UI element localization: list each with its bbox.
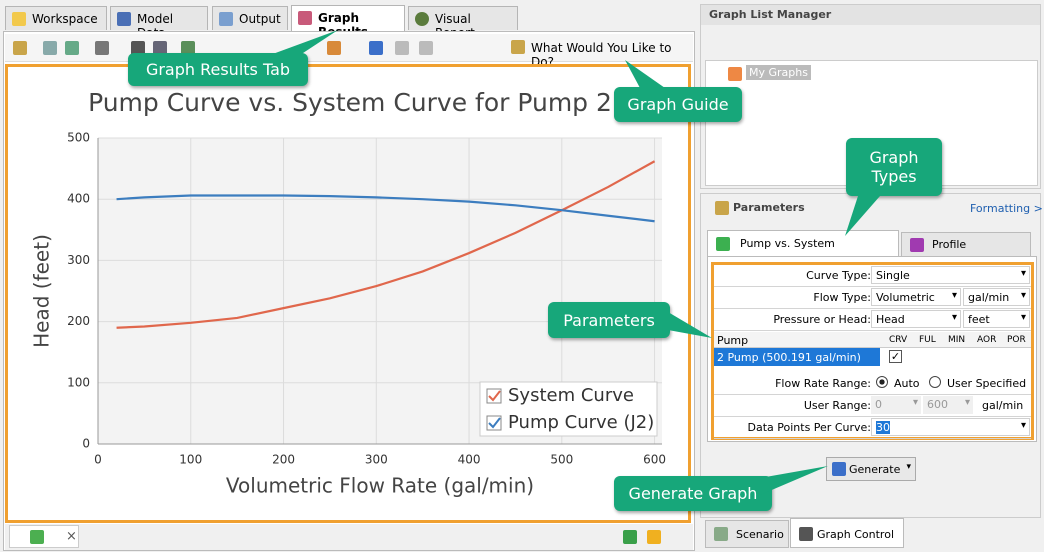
callout: Parameters [548, 302, 670, 338]
chart-title: Pump Curve vs. System Curve for Pump 2 [88, 88, 612, 117]
radio-label: Auto [894, 377, 920, 390]
x-tick-label: 200 [272, 453, 295, 467]
graph-type-tab[interactable]: Pump vs. System [707, 230, 899, 256]
tab-label: Scenario [736, 528, 784, 541]
dropdown[interactable]: Head [871, 310, 961, 328]
x-tick-label: 0 [94, 453, 102, 467]
dropdown[interactable]: gal/min [963, 288, 1030, 306]
field-label: Curve Type: [806, 269, 871, 282]
series-line [116, 194, 655, 223]
tab[interactable]: Model Data [110, 6, 208, 40]
table-row[interactable]: 2 Pump (500.191 gal/min) [714, 348, 880, 366]
column-header: POR [1007, 335, 1026, 345]
y-tick-label: 300 [67, 253, 90, 267]
callout: Generate Graph [614, 476, 772, 511]
panel-title: Parameters [733, 201, 805, 214]
dropdown[interactable]: Volumetric [871, 288, 961, 306]
y-tick-label: 500 [67, 131, 90, 145]
column-header: AOR [977, 335, 997, 345]
tab[interactable]: Graph Results [291, 5, 405, 39]
graph-type-tab[interactable]: Profile [901, 232, 1031, 256]
x-tick-label: 300 [365, 453, 388, 467]
tab[interactable]: Visual Report [408, 6, 518, 40]
button-label: Generate [849, 463, 901, 476]
column-header: Pump [717, 334, 749, 347]
tab-label: Profile [932, 238, 967, 251]
field-label: User Range: [803, 399, 871, 412]
tree-item[interactable]: My Graphs [746, 65, 811, 80]
x-tick-label: 600 [643, 453, 666, 467]
field-label: Pressure or Head: [773, 313, 871, 326]
x-tick-label: 500 [550, 453, 573, 467]
tab[interactable]: Output [212, 6, 288, 30]
tab[interactable]: Workspace [5, 6, 107, 30]
y-axis-label: Head (feet) [30, 234, 54, 348]
tab-label: Graph Control [817, 528, 894, 541]
dropdown-value: 30 [876, 421, 890, 434]
dropdown[interactable]: feet [963, 310, 1030, 328]
legend-label: Pump Curve (J2) [508, 412, 654, 433]
callout: Graph Types [846, 138, 942, 196]
panel-title: Graph List Manager [701, 5, 1040, 25]
input[interactable]: 0 [871, 396, 921, 414]
bottom-tab[interactable]: Scenario [705, 520, 789, 548]
radio[interactable] [876, 376, 888, 388]
field-label: Data Points Per Curve: [747, 421, 872, 434]
formatting-link[interactable]: Formatting > [970, 202, 1043, 215]
toolbar: What Would You Like to Do? [5, 34, 693, 69]
x-tick-label: 400 [458, 453, 481, 467]
legend-marker [486, 388, 502, 404]
tab-label: Pump vs. System [740, 237, 835, 250]
input[interactable]: 600 [923, 396, 973, 414]
dropdown[interactable]: 30 [871, 418, 1030, 436]
column-header: CRV [889, 335, 908, 345]
checkbox[interactable]: ✓ [889, 350, 902, 363]
field-label: Flow Rate Range: [775, 377, 871, 390]
y-tick-label: 200 [67, 314, 90, 328]
legend-box [479, 381, 658, 437]
form-row: Flow Type:Volumetricgal/min [714, 287, 1031, 309]
field-label: Flow Type: [813, 291, 871, 304]
legend-check [488, 417, 501, 429]
legend-check [488, 390, 501, 402]
unit-label: gal/min [982, 399, 1024, 412]
y-tick-label: 100 [67, 375, 90, 389]
form-row: Flow Rate Range: Auto User Specified [714, 373, 1031, 395]
x-tick-label: 100 [179, 453, 202, 467]
legend-label: System Curve [508, 385, 634, 406]
tab-label: Output [239, 12, 281, 26]
radio[interactable] [929, 376, 941, 388]
column-header: MIN [948, 335, 966, 345]
generate-button[interactable]: Generate ▾ [826, 457, 916, 481]
chart: Pump Curve vs. System Curve for Pump 2 V… [30, 88, 667, 498]
graph-frame [5, 64, 691, 523]
callout: Graph Guide [614, 87, 742, 122]
form-row: Data Points Per Curve: 30 [714, 417, 1031, 439]
bottom-tab[interactable]: Graph Control [790, 518, 904, 548]
legend-marker [486, 415, 502, 431]
column-header: FUL [919, 335, 936, 345]
graph-tab[interactable]: × [9, 525, 79, 548]
dropdown[interactable]: Single [871, 266, 1030, 284]
status-bar: × [5, 524, 693, 550]
callout: Graph Results Tab [128, 53, 308, 86]
y-tick-label: 400 [67, 192, 90, 206]
form-row: Pressure or Head:Headfeet [714, 309, 1031, 331]
tab-label: Workspace [32, 12, 98, 26]
x-axis-label: Volumetric Flow Rate (gal/min) [226, 474, 534, 498]
form-row: User Range: 0 600 gal/min [714, 395, 1031, 417]
table-header: Pump CRV FUL MIN AOR POR [714, 332, 1031, 348]
form-row: Curve Type: Single [714, 265, 1031, 287]
radio-label: User Specified [947, 377, 1027, 390]
y-tick-label: 0 [82, 437, 90, 451]
